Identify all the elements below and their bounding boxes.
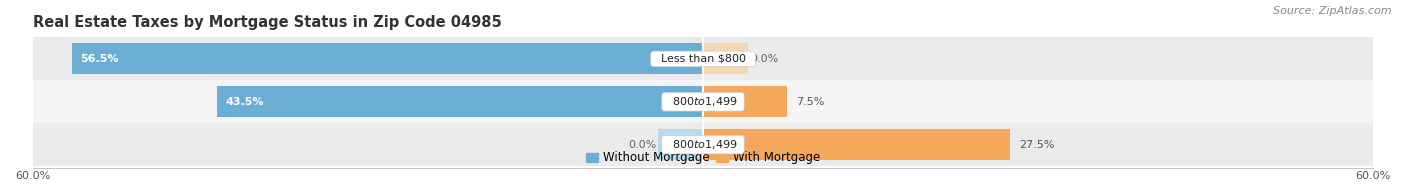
Text: 56.5%: 56.5% — [80, 54, 120, 64]
Text: $800 to $1,499: $800 to $1,499 — [665, 138, 741, 151]
Text: $800 to $1,499: $800 to $1,499 — [665, 95, 741, 108]
Bar — [658, 129, 703, 160]
Text: 0.0%: 0.0% — [749, 54, 778, 64]
Bar — [703, 44, 748, 74]
Bar — [32, 80, 1374, 123]
Bar — [703, 129, 1011, 160]
Legend: Without Mortgage, With Mortgage: Without Mortgage, With Mortgage — [581, 147, 825, 169]
Text: Less than $800: Less than $800 — [654, 54, 752, 64]
Text: Source: ZipAtlas.com: Source: ZipAtlas.com — [1274, 6, 1392, 16]
Text: 27.5%: 27.5% — [1019, 140, 1054, 150]
Bar — [72, 44, 703, 74]
Bar — [703, 86, 787, 117]
Text: 43.5%: 43.5% — [226, 97, 264, 107]
Text: 0.0%: 0.0% — [628, 140, 657, 150]
Bar — [32, 123, 1374, 166]
Text: 7.5%: 7.5% — [796, 97, 824, 107]
Bar — [32, 37, 1374, 80]
Text: Real Estate Taxes by Mortgage Status in Zip Code 04985: Real Estate Taxes by Mortgage Status in … — [32, 15, 502, 30]
Bar — [217, 86, 703, 117]
